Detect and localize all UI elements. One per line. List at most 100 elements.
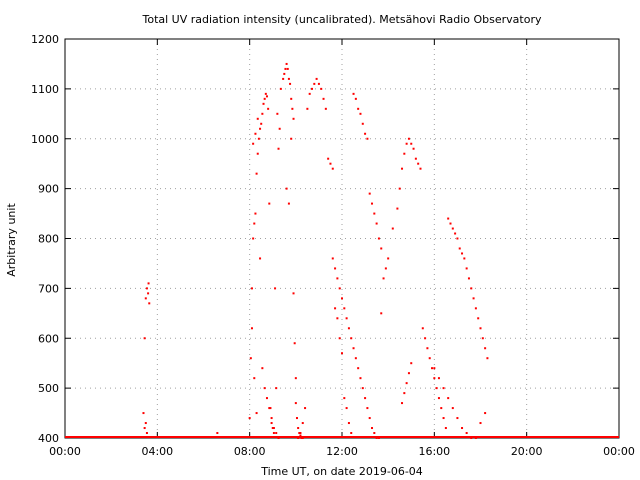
data-point <box>331 167 334 170</box>
data-point <box>260 122 263 125</box>
data-point <box>252 142 255 145</box>
data-point <box>250 287 253 290</box>
data-point <box>338 337 341 340</box>
data-point <box>377 437 380 439</box>
data-point <box>375 437 378 439</box>
data-point <box>275 387 278 390</box>
data-point <box>456 237 459 240</box>
data-point <box>380 247 383 250</box>
data-point <box>142 412 145 415</box>
data-point <box>350 432 353 435</box>
data-point <box>368 417 371 420</box>
data-point <box>295 417 298 420</box>
data-point <box>259 257 262 260</box>
data-point <box>268 202 271 205</box>
data-point <box>336 317 339 320</box>
data-point <box>359 377 362 380</box>
data-point <box>345 317 348 320</box>
data-point <box>444 427 447 430</box>
data-point <box>293 342 296 345</box>
data-point <box>433 377 436 380</box>
data-point <box>357 107 360 110</box>
data-point <box>252 237 255 240</box>
data-point <box>456 417 459 420</box>
data-point <box>264 92 267 95</box>
data-point <box>299 432 302 435</box>
y-tick-label: 900 <box>38 183 59 196</box>
data-point <box>437 397 440 400</box>
data-point <box>474 307 477 310</box>
data-point <box>263 97 266 100</box>
data-point <box>261 112 264 115</box>
data-point <box>263 387 266 390</box>
data-point <box>375 222 378 225</box>
data-point <box>401 402 404 405</box>
data-point <box>391 227 394 230</box>
data-point <box>292 117 295 120</box>
data-point <box>278 127 281 130</box>
data-point <box>257 137 260 140</box>
data-point <box>255 172 258 175</box>
x-tick-labels: 00:00 04:00 08:00 12:00 16:00 20:00 00:00 <box>49 445 635 458</box>
data-point <box>396 207 399 210</box>
x-tick-label: 16:00 <box>418 445 450 458</box>
data-point <box>341 297 343 300</box>
data-point <box>465 432 468 435</box>
data-point <box>334 267 337 270</box>
data-point <box>290 97 293 100</box>
data-point <box>352 347 355 350</box>
data-point <box>255 412 258 415</box>
data-point <box>267 107 270 110</box>
data-point <box>334 307 337 310</box>
data-point <box>484 412 487 415</box>
data-point <box>299 434 302 437</box>
data-point <box>341 352 343 355</box>
data-point <box>269 407 272 410</box>
data-point <box>361 122 364 125</box>
data-point <box>407 137 410 140</box>
data-point <box>145 287 148 290</box>
data-point <box>300 437 303 439</box>
data-point <box>253 222 256 225</box>
data-point <box>262 102 265 105</box>
x-tick-label: 12:00 <box>326 445 358 458</box>
x-tick-label: 08:00 <box>234 445 266 458</box>
data-point <box>270 417 273 420</box>
data-point <box>327 157 330 160</box>
data-point <box>297 427 300 430</box>
data-point <box>283 72 286 75</box>
chart-title: Total UV radiation intensity (uncalibrat… <box>142 13 542 26</box>
x-tick-label: 20:00 <box>511 445 543 458</box>
data-points <box>142 62 489 439</box>
data-point <box>354 97 357 100</box>
data-point <box>407 372 410 375</box>
data-point <box>345 407 348 410</box>
x-axis-label: Time UT, on date 2019-06-04 <box>260 465 423 478</box>
data-point <box>279 87 282 90</box>
data-point <box>282 77 285 80</box>
data-point <box>449 222 452 225</box>
data-point <box>380 312 383 315</box>
data-point <box>377 237 380 240</box>
data-point <box>424 337 427 340</box>
data-point <box>431 367 434 370</box>
y-tick-label: 1100 <box>31 83 59 96</box>
data-point <box>301 422 304 425</box>
data-point <box>428 357 431 360</box>
data-point <box>294 377 297 380</box>
x-tick-label: 00:00 <box>603 445 635 458</box>
data-point <box>373 212 376 215</box>
data-point <box>347 422 350 425</box>
y-tick-label: 800 <box>38 233 59 246</box>
data-point <box>465 267 468 270</box>
data-point <box>145 432 148 435</box>
data-point <box>458 247 461 250</box>
data-point <box>343 307 346 310</box>
data-point <box>412 147 415 150</box>
data-point <box>272 427 275 430</box>
data-point <box>143 427 146 430</box>
data-point <box>371 427 374 430</box>
data-point <box>276 112 279 115</box>
data-point <box>410 142 413 145</box>
